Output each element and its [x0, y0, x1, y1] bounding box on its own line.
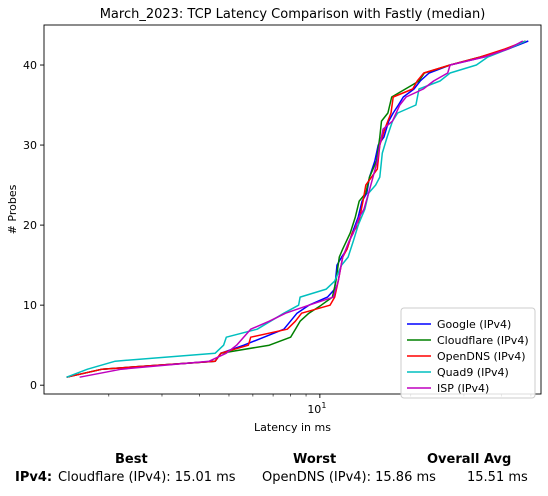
summary-best-value: Cloudflare (IPv4): 15.01 ms — [58, 470, 236, 485]
y-tick-label: 10 — [23, 299, 37, 312]
summary-worst-value: OpenDNS (IPv4): 15.86 ms — [262, 470, 436, 485]
summary-avg-value: 15.51 ms — [467, 470, 528, 485]
series-line-4 — [79, 40, 524, 378]
legend-label-4: ISP (IPv4) — [437, 382, 489, 395]
summary-best-header: Best — [115, 452, 148, 467]
y-tick-label: 30 — [23, 139, 37, 152]
summary-row-label: IPv4: — [15, 470, 53, 485]
legend-label-0: Google (IPv4) — [437, 318, 511, 331]
legend-label-3: Quad9 (IPv4) — [437, 366, 509, 379]
y-tick-label: 0 — [30, 379, 37, 392]
series-line-3 — [66, 40, 526, 378]
plot-frame — [43, 24, 542, 395]
summary-worst-header: Worst — [293, 452, 337, 467]
legend-label-2: OpenDNS (IPv4) — [437, 350, 526, 363]
y-tick-label: 20 — [23, 219, 37, 232]
legend-box — [400, 307, 536, 399]
x-axis-label: Latency in ms — [254, 421, 331, 434]
chart-title: March_2023: TCP Latency Comparison with … — [100, 7, 486, 22]
x-tick-label: 101 — [307, 401, 326, 416]
legend-label-1: Cloudflare (IPv4) — [437, 334, 529, 347]
y-axis-label: # Probes — [6, 184, 19, 234]
summary-avg-header: Overall Avg — [427, 452, 512, 467]
y-tick-label: 40 — [23, 59, 37, 72]
